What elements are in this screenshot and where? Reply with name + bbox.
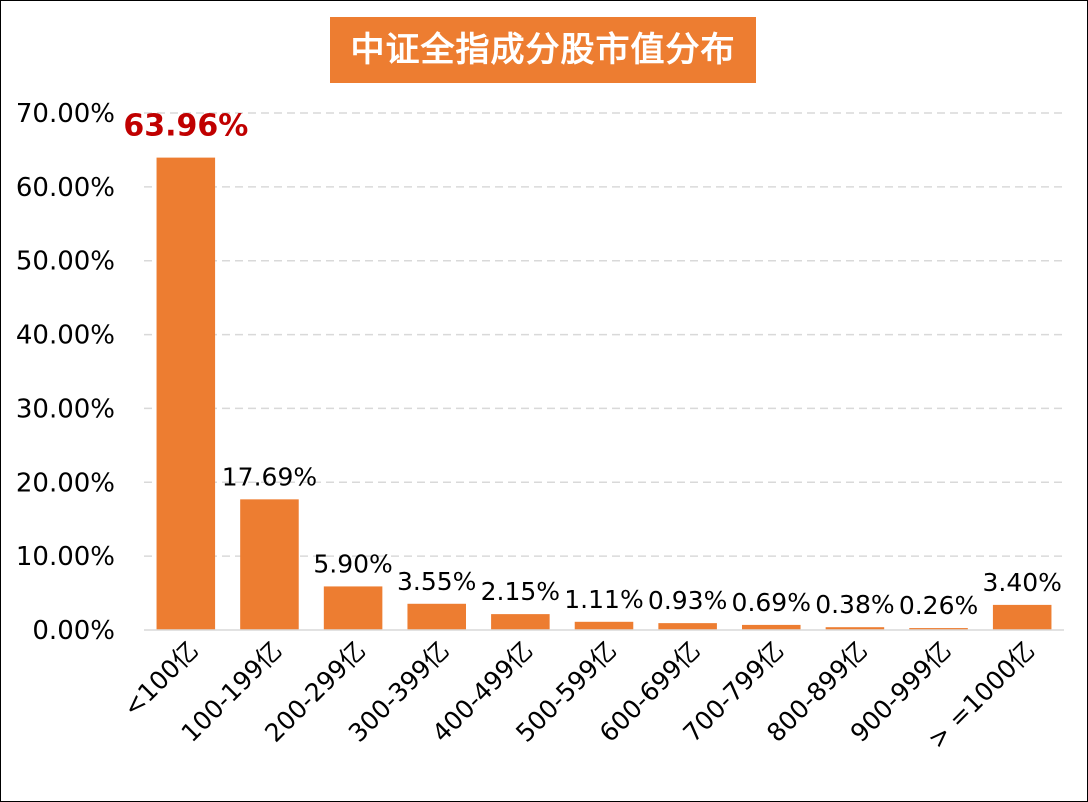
y-tick-label: 0.00% [32,616,115,646]
bar [491,614,550,630]
bar [742,624,801,630]
bar [407,603,466,630]
bar [156,157,216,630]
y-tick-label: 20.00% [16,468,115,498]
data-label: 1.11% [564,585,643,614]
data-label: 0.38% [815,590,894,619]
bar [658,623,717,630]
data-label: 5.90% [313,549,392,578]
data-label: 0.93% [648,586,727,615]
data-label: 0.26% [899,591,978,620]
y-tick-label: 10.00% [16,542,115,572]
data-label: 2.15% [481,577,560,606]
bar [992,604,1052,630]
bar [240,499,299,630]
gridlines [144,112,1064,557]
y-tick-label: 60.00% [16,173,115,203]
data-label: 17.69% [222,462,317,491]
data-label: 63.96% [123,109,248,144]
bar [825,627,885,630]
category-label: <100亿 [117,636,204,723]
bars [156,157,1052,630]
data-label: 3.40% [982,568,1061,597]
y-tick-label: 30.00% [16,394,115,424]
y-tick-label: 40.00% [16,321,115,351]
bar [574,621,634,630]
bar [909,628,968,630]
data-label: 3.55% [397,567,476,596]
y-tick-label: 50.00% [16,247,115,277]
y-axis-ticks: 0.00% 10.00% 20.00% 30.00% 40.00% 50.00% 60.00… [16,99,115,646]
bar [323,586,383,630]
data-labels: 63.96% 17.69% 5.90%3.55% 2.15% 1.11% 0.93% 0.6… [123,109,1062,620]
y-tick-label: 70.00% [16,99,115,129]
data-label: 0.69% [732,588,811,617]
x-axis-categories: <100亿100-199亿200-299亿300-399亿400-499亿500… [117,636,1040,754]
chart-title: 中证全指成分股市值分布 [330,17,756,83]
